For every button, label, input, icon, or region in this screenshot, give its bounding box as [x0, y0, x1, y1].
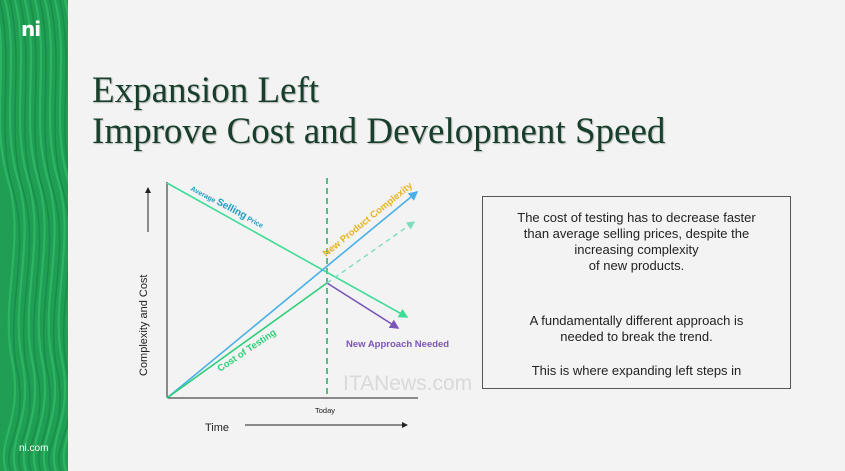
explanation-box: The cost of testing has to decrease fast… [482, 196, 791, 389]
paragraph-1-line: of new products. [588, 258, 685, 273]
title-line-2: Improve Cost and Development Speed [92, 111, 666, 152]
today-label: Today [315, 406, 335, 415]
new-approach-label: New Approach Needed [346, 339, 449, 350]
y-axis-label: Complexity and Cost [138, 275, 150, 377]
footer-link[interactable]: ni.com [19, 443, 49, 454]
sidebar-band: ni ni.com [0, 0, 68, 471]
x-axis-label: Time [205, 422, 229, 434]
asp-label-part1: Average [189, 186, 218, 206]
paragraph-2-line: A fundamentally different approach is [529, 313, 744, 328]
slide-title: Expansion Left Improve Cost and Developm… [92, 70, 665, 152]
asp-label-part2: Selling [214, 197, 248, 222]
ni-logo: ni [21, 17, 41, 41]
paragraph-2-line: needed to break the trend. [560, 329, 713, 344]
wave-pattern [0, 0, 68, 471]
new-product-complexity-label: New Product Complexity [321, 180, 415, 259]
new-product-complexity-line [166, 190, 419, 399]
explanation-paragraph-3: This is where expanding left steps in [531, 363, 742, 378]
trend-diagram: Complexity and Cost Time Today Average S… [138, 178, 449, 434]
average-selling-price-label: Average Selling Price [189, 183, 266, 231]
explanation-paragraph-1: The cost of testing has to decrease fast… [493, 210, 780, 274]
average-selling-price-line [166, 182, 409, 318]
paragraph-1-line: The cost of testing has to decrease fast… [517, 210, 756, 225]
cost-of-testing-line [166, 282, 328, 399]
explanation-paragraph-2: A fundamentally different approach is ne… [493, 313, 780, 345]
title-line-1: Expansion Left [92, 70, 320, 111]
watermark: ITANews.com [343, 372, 473, 395]
new-approach-line [326, 282, 400, 329]
paragraph-1-line: increasing complexity [574, 242, 699, 257]
paragraph-1-line: than average selling prices, despite the [523, 226, 750, 241]
